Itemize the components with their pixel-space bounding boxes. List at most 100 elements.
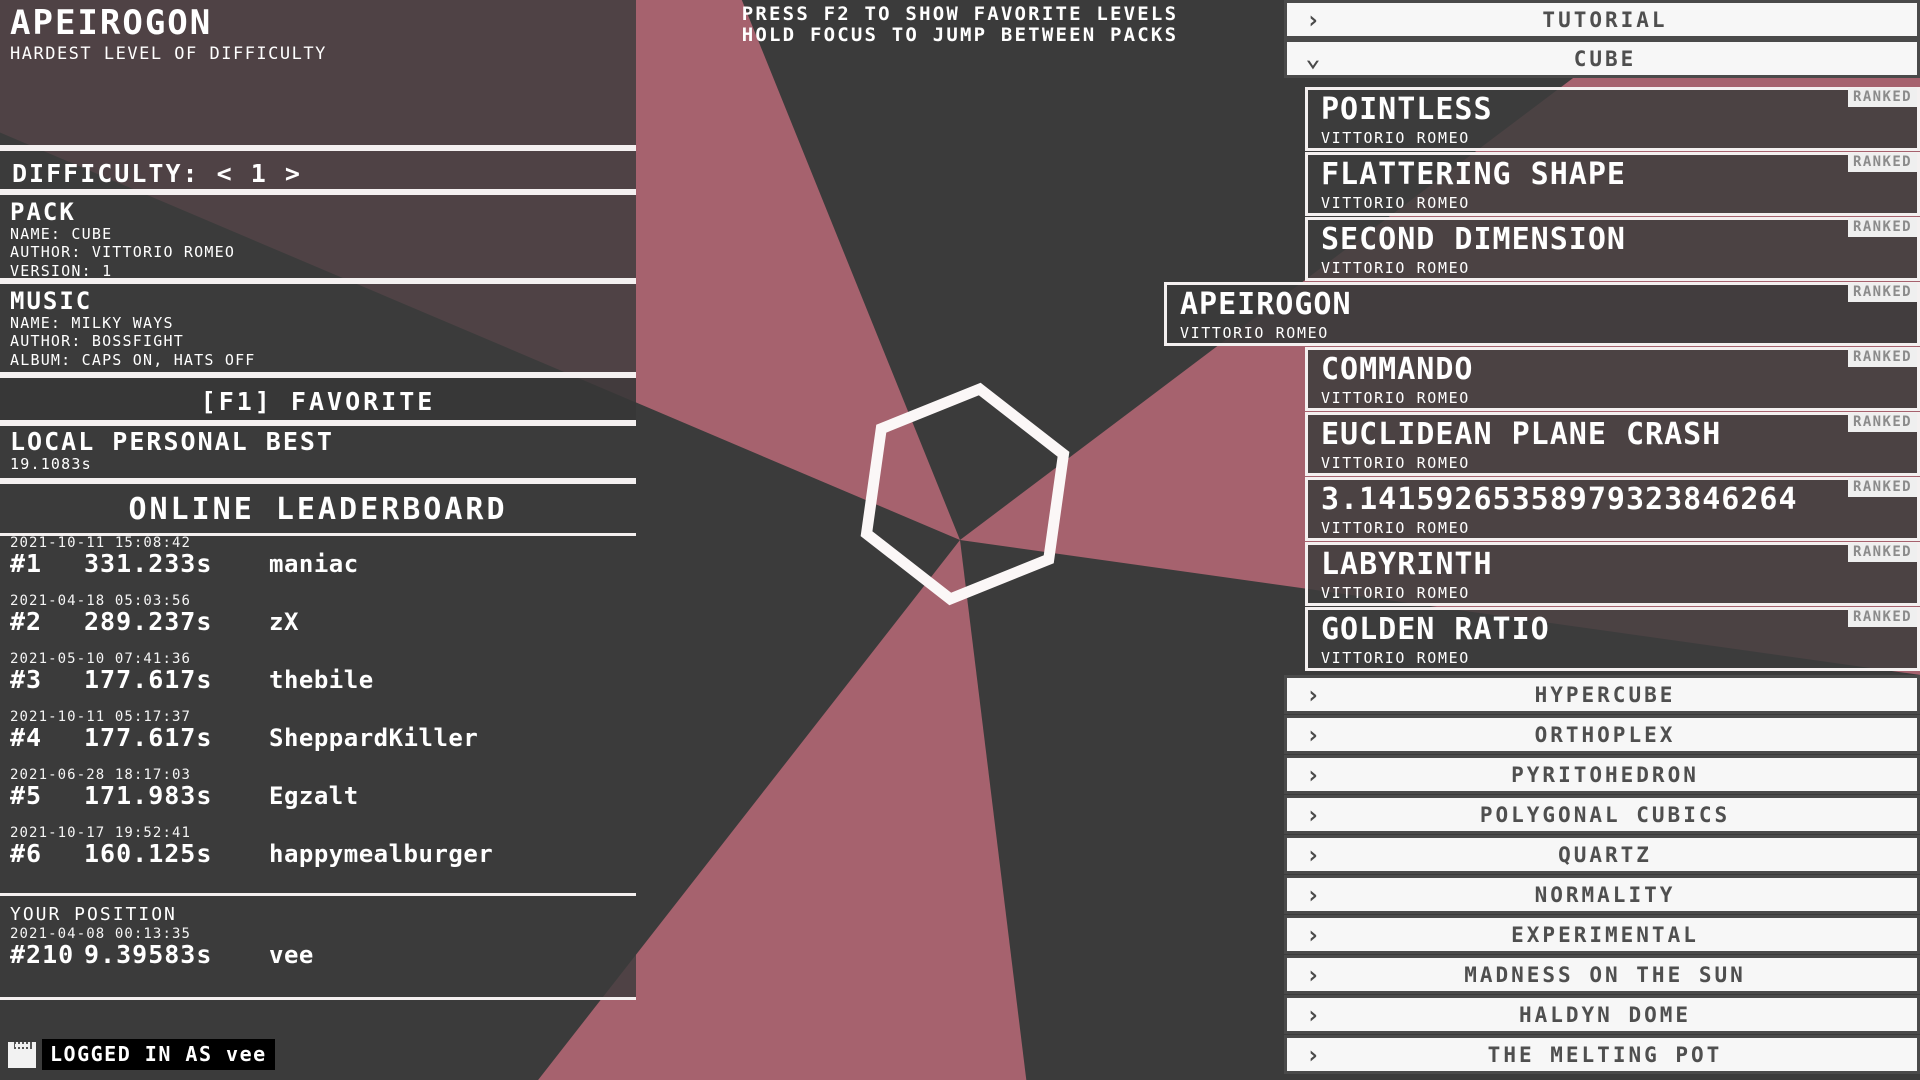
level-author: VITTORIO ROMEO [1321,259,1470,277]
leaderboard-row-rank: #4 [10,723,43,753]
leaderboard-row-date: 2021-10-11 05:17:37 [10,709,192,725]
chevron-right-icon: › [1305,960,1321,989]
favorite-button-label: [F1] FAVORITE [200,387,436,416]
level-author: VITTORIO ROMEO [1321,519,1470,537]
chevron-right-icon: › [1305,840,1321,869]
level-name: EUCLIDEAN PLANE CRASH [1321,417,1722,452]
pack-row-quartz[interactable]: › QUARTZ [1284,835,1920,874]
pack-row-label: HYPERCUBE [1534,682,1676,707]
leaderboard-row-time: 171.983s [84,781,213,811]
ranked-badge: RANKED [1848,88,1917,107]
difficulty-label: DIFFICULTY: < 1 > [12,159,302,188]
your-position-rank: #210 [10,940,75,970]
level-name: SECOND DIMENSION [1321,222,1626,257]
pack-row-pyritohedron[interactable]: › PYRITOHEDRON [1284,755,1920,794]
level-author: VITTORIO ROMEO [1321,389,1470,407]
chevron-right-icon: › [1305,880,1321,909]
level-row[interactable]: SECOND DIMENSION VITTORIO ROMEO RANKED [1305,217,1920,281]
pack-info-heading: PACK [10,198,76,226]
leaderboard-row: 2021-10-11 05:17:37 #4 177.617s SheppardKil… [0,709,636,753]
leaderboard-row-time: 177.617s [84,723,213,753]
chevron-right-icon: › [1305,1000,1321,1029]
chevron-right-icon: › [1305,5,1321,34]
leaderboard-row-date: 2021-04-18 05:03:56 [10,593,192,609]
level-row-selected[interactable]: APEIROGON VITTORIO ROMEO RANKED [1164,282,1920,346]
leaderboard-row-time: 177.617s [84,665,213,695]
pack-row-label: HALDYN DOME [1518,1002,1692,1027]
personal-best-panel: LOCAL PERSONAL BEST 19.1083s [0,423,636,481]
ranked-badge: RANKED [1848,348,1917,367]
level-name: APEIROGON [1180,287,1352,322]
pack-row-tutorial[interactable]: › TUTORIAL [1284,0,1920,39]
level-name: COMMANDO [1321,352,1474,387]
pack-row-polygonal-cubics[interactable]: › POLYGONAL CUBICS [1284,795,1920,834]
music-name: NAME: MILKY WAYS [10,314,174,333]
pack-row-hypercube[interactable]: › HYPERCUBE [1284,675,1920,714]
pack-name: NAME: CUBE [10,225,113,244]
leaderboard-row-rank: #1 [10,549,43,579]
music-author: AUTHOR: BOSSFIGHT [10,332,184,351]
music-info-heading: MUSIC [10,287,93,315]
leaderboard-row: 2021-06-28 18:17:03 #5 171.983s Egzalt [0,767,636,811]
pack-row-the-melting-pot[interactable]: › THE MELTING POT [1284,1035,1920,1074]
leaderboard-row: 2021-04-18 05:03:56 #2 289.237s zX [0,593,636,637]
ranked-badge: RANKED [1848,413,1917,432]
leaderboard-row: 2021-10-17 19:52:41 #6 160.125s happymealbu… [0,825,636,869]
your-position-entry: 2021-04-08 00:13:35 #210 9.39583s vee [0,926,636,970]
level-row[interactable]: 3.14159265358979323846264 VITTORIO ROMEO R… [1305,477,1920,541]
level-row[interactable]: FLATTERING SHAPE VITTORIO ROMEO RANKED [1305,152,1920,216]
leaderboard-row-date: 2021-10-11 15:08:42 [10,535,192,551]
pack-row-label: NORMALITY [1534,882,1676,907]
chevron-right-icon: › [1305,720,1321,749]
leaderboard-row-user: thebile [269,666,374,695]
leaderboard-row-rank: #2 [10,607,43,637]
pack-row-label: THE MELTING POT [1487,1042,1723,1067]
level-author: VITTORIO ROMEO [1321,454,1470,472]
pack-row-experimental[interactable]: › EXPERIMENTAL [1284,915,1920,954]
ranked-badge: RANKED [1848,218,1917,237]
leaderboard-row-date: 2021-06-28 18:17:03 [10,767,192,783]
leaderboard-row-time: 289.237s [84,607,213,637]
pack-row-orthoplex[interactable]: › ORTHOPLEX [1284,715,1920,754]
music-album: ALBUM: CAPS ON, HATS OFF [10,350,256,369]
chevron-right-icon: › [1305,680,1321,709]
pack-author: AUTHOR: VITTORIO ROMEO [10,243,236,262]
level-row[interactable]: LABYRINTH VITTORIO ROMEO RANKED [1305,542,1920,606]
level-name: GOLDEN RATIO [1321,612,1550,647]
chevron-right-icon: › [1305,1040,1321,1069]
pack-row-haldyn-dome[interactable]: › HALDYN DOME [1284,995,1920,1034]
pack-row-cube[interactable]: ⌄ CUBE [1284,39,1920,78]
leaderboard-row-rank: #6 [10,839,43,869]
pack-row-madness-on-the-sun[interactable]: › MADNESS ON THE SUN [1284,955,1920,994]
pack-and-level-browser: › TUTORIAL ⌄ CUBE POINTLESS VITTORIO ROMEO RAN… [840,0,1920,1080]
pack-row-label: PYRITOHEDRON [1511,762,1699,787]
login-status-label: LOGGED IN AS vee [42,1039,275,1070]
your-position-date: 2021-04-08 00:13:35 [10,926,192,942]
level-subtitle: HARDEST LEVEL OF DIFFICULTY [10,44,327,64]
level-row[interactable]: POINTLESS VITTORIO ROMEO RANKED [1305,87,1920,151]
network-plug-icon [8,1041,36,1068]
leaderboard-row-user: maniac [269,550,359,579]
ranked-badge: RANKED [1848,608,1917,627]
level-row[interactable]: COMMANDO VITTORIO ROMEO RANKED [1305,347,1920,411]
pack-row-label: POLYGONAL CUBICS [1479,802,1731,827]
chevron-right-icon: › [1305,800,1321,829]
level-author: VITTORIO ROMEO [1321,194,1470,212]
level-title-panel: APEIROGON HARDEST LEVEL OF DIFFICULTY [0,0,636,148]
level-name: 3.14159265358979323846264 [1321,482,1798,517]
level-name: FLATTERING SHAPE [1321,157,1626,192]
level-info-sidebar: APEIROGON HARDEST LEVEL OF DIFFICULTY DI… [0,0,636,1080]
leaderboard-row-date: 2021-10-17 19:52:41 [10,825,192,841]
ranked-badge: RANKED [1848,283,1917,302]
pack-row-label: EXPERIMENTAL [1511,922,1699,947]
ranked-badge: RANKED [1848,543,1917,562]
pack-row-normality[interactable]: › NORMALITY [1284,875,1920,914]
personal-best-heading: LOCAL PERSONAL BEST [10,427,334,456]
favorite-button[interactable]: [F1] FAVORITE [0,375,636,423]
level-row[interactable]: EUCLIDEAN PLANE CRASH VITTORIO ROMEO RANKE… [1305,412,1920,476]
difficulty-selector[interactable]: DIFFICULTY: < 1 > [0,148,636,192]
pack-row-label: MADNESS ON THE SUN [1464,962,1746,987]
level-row[interactable]: GOLDEN RATIO VITTORIO ROMEO RANKED [1305,607,1920,671]
level-author: VITTORIO ROMEO [1321,649,1470,667]
level-name: LABYRINTH [1321,547,1493,582]
